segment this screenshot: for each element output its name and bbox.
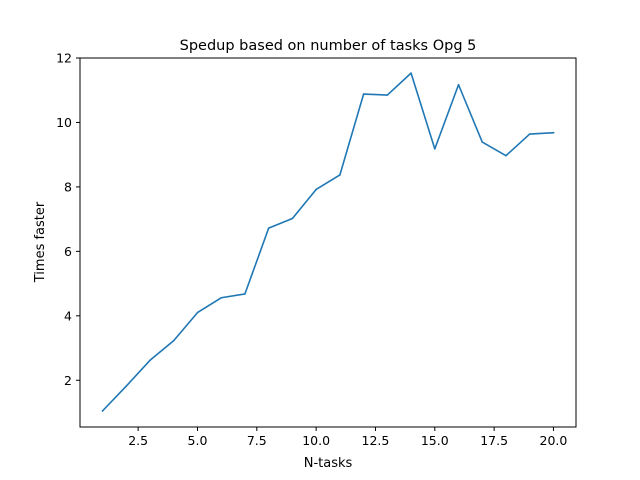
plot-frame <box>79 57 577 428</box>
series-point <box>149 359 151 362</box>
series-point <box>244 293 246 295</box>
x-tick-label: 2.5 <box>128 433 148 448</box>
x-tick-label: 17.5 <box>480 433 508 448</box>
series-point <box>457 83 460 86</box>
series-point <box>220 296 223 299</box>
y-tick-label: 6 <box>64 244 72 259</box>
x-tick-label: 5.0 <box>188 433 208 448</box>
series-point <box>196 311 199 314</box>
series-point <box>362 93 365 95</box>
series-point <box>125 385 128 387</box>
series-point <box>172 339 175 342</box>
y-tick-label: 12 <box>56 51 72 66</box>
x-tick-label: 20.0 <box>540 433 568 448</box>
x-tick-label: 12.5 <box>362 433 390 448</box>
y-tick-label: 8 <box>64 179 72 194</box>
y-axis-label: Times faster <box>33 201 48 283</box>
x-tick-label: 7.5 <box>247 433 267 448</box>
series-point <box>528 133 531 135</box>
series-line <box>101 72 555 413</box>
chart-title: Spedup based on number of tasks Opg 5 <box>180 38 477 54</box>
series-point <box>267 227 270 229</box>
series-point <box>505 154 507 157</box>
x-axis-ticks: 2.5 5.0 7.5 10.0 12.5 15.0 17.5 20.0 <box>128 427 567 448</box>
series-point <box>315 188 317 191</box>
y-tick-label: 10 <box>56 115 72 130</box>
series-point <box>386 94 389 96</box>
y-axis-ticks: 2 4 6 8 10 12 <box>56 51 80 388</box>
y-tick-label: 2 <box>64 373 72 388</box>
x-tick-label: 15.0 <box>421 433 449 448</box>
x-tick-label: 10.0 <box>302 433 330 448</box>
x-axis-label: N-tasks <box>304 456 353 471</box>
series-point <box>339 174 341 176</box>
series-point <box>552 131 555 134</box>
series-point <box>101 410 104 412</box>
series-point <box>291 217 294 220</box>
series-point <box>481 141 484 143</box>
series-point <box>433 148 436 150</box>
series-layer <box>101 72 555 413</box>
y-tick-label: 4 <box>64 308 72 323</box>
series-point <box>410 72 412 74</box>
